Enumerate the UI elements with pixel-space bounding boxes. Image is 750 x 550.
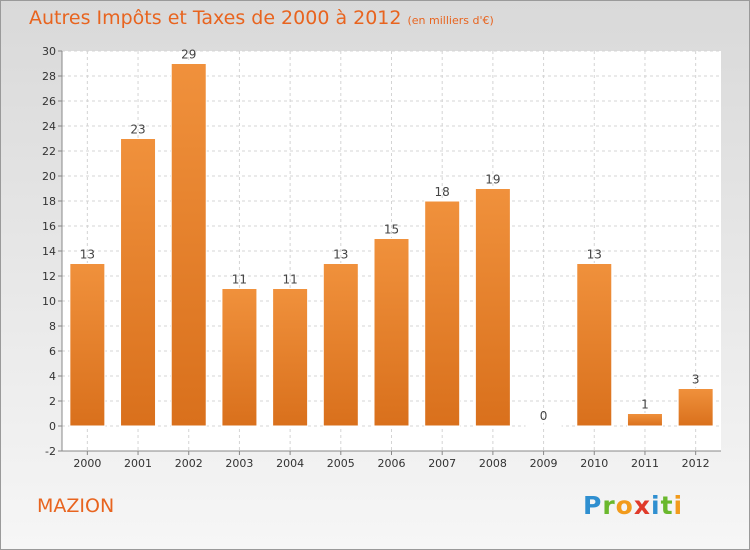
logo-letter: x <box>633 491 651 520</box>
x-tick-label-2008: 2008 <box>479 457 507 470</box>
y-tick-label: 0 <box>49 420 56 433</box>
bar-2001 <box>120 138 157 427</box>
logo-letter: P <box>583 491 603 520</box>
x-tick-label-2011: 2011 <box>631 457 659 470</box>
bar-2004 <box>272 288 309 427</box>
bar-2012 <box>677 388 714 427</box>
data-label-2004: 11 <box>282 273 297 287</box>
y-tick-label: 2 <box>49 395 56 408</box>
data-label-2007: 18 <box>435 185 450 199</box>
bar-2009 <box>525 424 562 427</box>
bar-2005 <box>322 263 359 427</box>
bar-2011 <box>626 413 663 427</box>
logo-letter: i <box>651 491 661 520</box>
bar-2010 <box>576 263 613 427</box>
data-label-2009: 0 <box>540 409 548 423</box>
y-tick-label: 4 <box>49 370 56 383</box>
y-tick-label: 8 <box>49 320 56 333</box>
logo-letter: i <box>673 491 684 520</box>
data-label-2008: 19 <box>485 173 500 187</box>
chart-subtitle: (en milliers d'€) <box>407 14 494 27</box>
bar-2007 <box>424 200 461 427</box>
bar-2000 <box>69 263 106 427</box>
x-tick-label-2006: 2006 <box>378 457 406 470</box>
data-label-2005: 13 <box>333 248 348 262</box>
y-tick-label: 16 <box>42 220 56 233</box>
y-tick-label: -2 <box>45 445 56 458</box>
y-tick-label: 28 <box>42 70 56 83</box>
logo-letter: o <box>615 491 634 520</box>
y-tick-label: 20 <box>42 170 56 183</box>
y-tick-label: 18 <box>42 195 56 208</box>
x-tick-label-2003: 2003 <box>225 457 253 470</box>
bar-2006 <box>373 238 410 427</box>
y-tick-label: 26 <box>42 95 56 108</box>
data-label-2012: 3 <box>692 373 700 387</box>
x-tick-label-2007: 2007 <box>428 457 456 470</box>
chart-title: Autres Impôts et Taxes de 2000 à 2012 (en… <box>29 7 494 29</box>
proxiti-logo: Proxiti <box>583 491 683 520</box>
y-tick-label: 22 <box>42 145 56 158</box>
data-label-2001: 23 <box>130 123 145 137</box>
data-label-2006: 15 <box>384 223 399 237</box>
chart-title-text: Autres Impôts et Taxes de 2000 à 2012 <box>29 7 402 29</box>
logo-letter: r <box>602 491 616 520</box>
bars <box>69 63 714 427</box>
data-label-2002: 29 <box>181 48 196 62</box>
bar-2003 <box>221 288 258 427</box>
x-tick-label-2004: 2004 <box>276 457 304 470</box>
x-tick-label-2010: 2010 <box>580 457 608 470</box>
data-label-2003: 11 <box>232 273 247 287</box>
x-tick-label-2005: 2005 <box>327 457 355 470</box>
bar-2002 <box>170 63 207 427</box>
y-tick-label: 24 <box>42 120 56 133</box>
y-tick-label: 14 <box>42 245 56 258</box>
data-label-2010: 13 <box>587 248 602 262</box>
data-label-2000: 13 <box>80 248 95 262</box>
logo-letter: t <box>660 491 674 520</box>
x-tick-label-2009: 2009 <box>530 457 558 470</box>
x-tick-label-2001: 2001 <box>124 457 152 470</box>
bar-2008 <box>474 188 511 427</box>
x-tick-label-2000: 2000 <box>73 457 101 470</box>
y-tick-label: 6 <box>49 345 56 358</box>
y-tick-label: 10 <box>42 295 56 308</box>
data-label-2011: 1 <box>641 398 649 412</box>
place-name: MAZION <box>37 495 115 517</box>
x-tick-label-2012: 2012 <box>682 457 710 470</box>
y-tick-label: 12 <box>42 270 56 283</box>
y-tick-label: 30 <box>42 45 56 58</box>
x-tick-label-2002: 2002 <box>175 457 203 470</box>
